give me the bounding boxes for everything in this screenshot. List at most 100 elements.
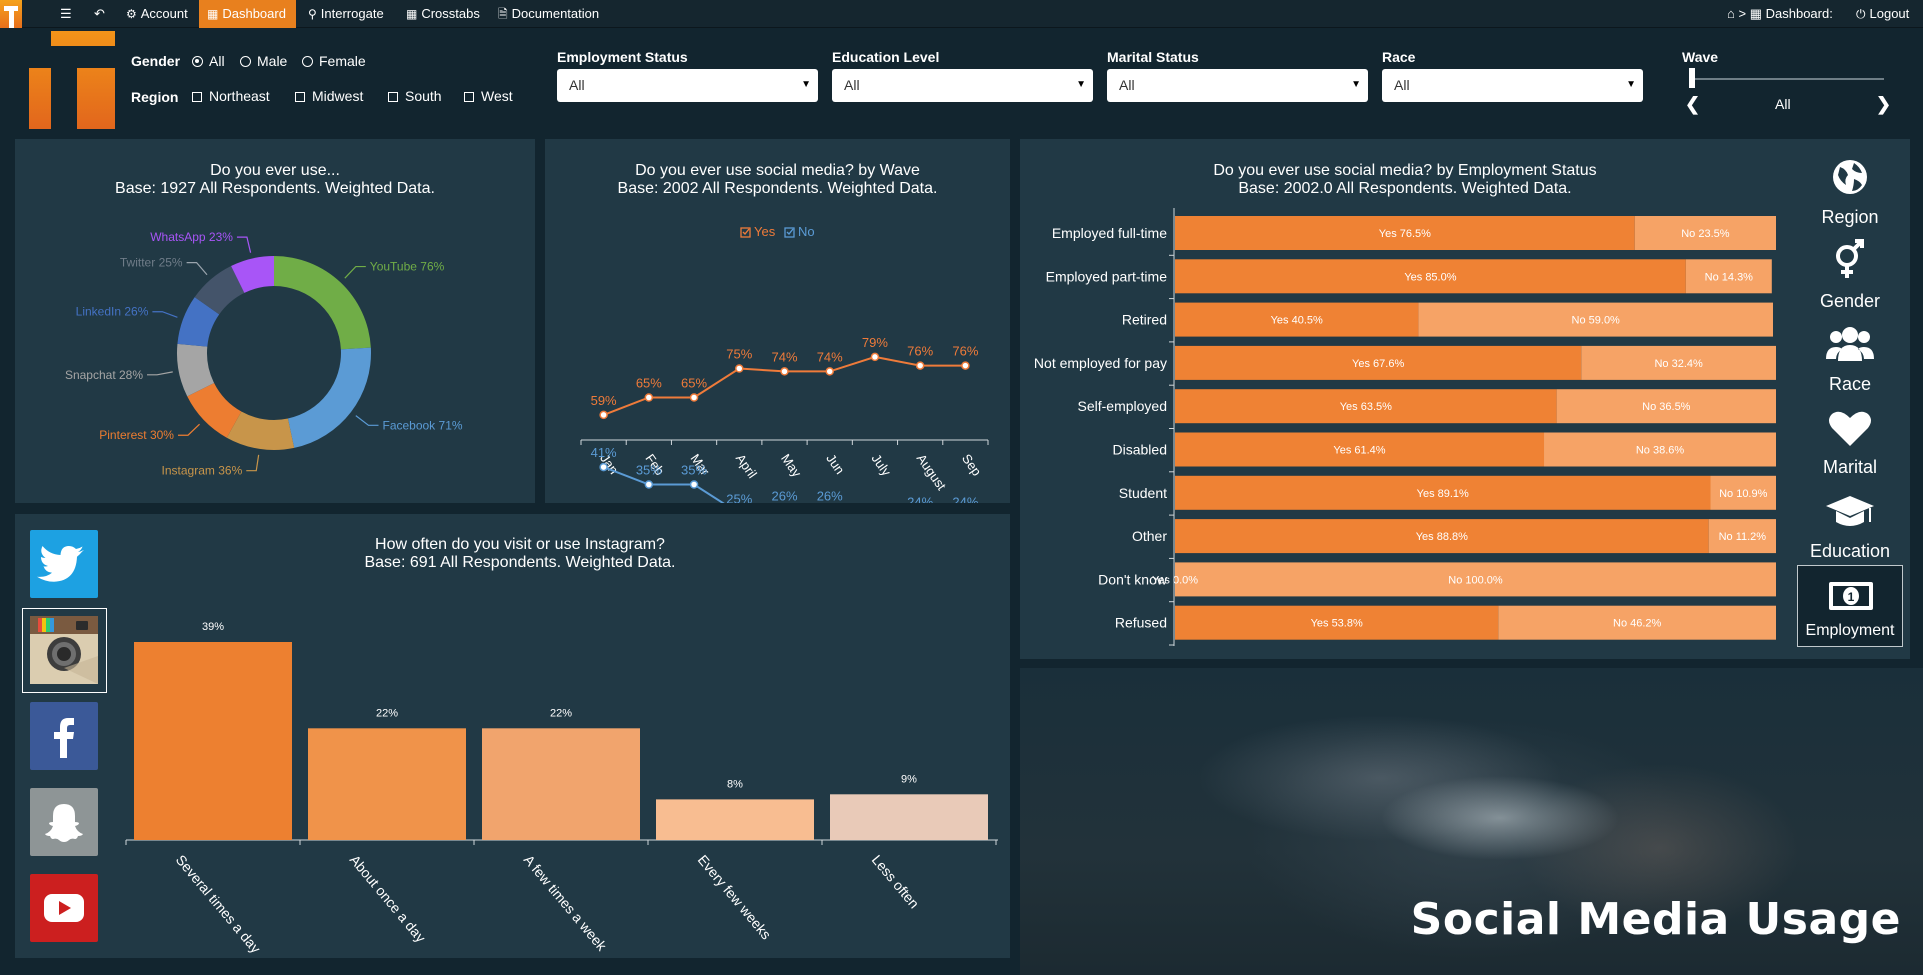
- menu-button[interactable]: ☰: [52, 0, 80, 28]
- bar-no-label: No 23.5%: [1681, 228, 1730, 240]
- bar-label: 39%: [202, 621, 224, 633]
- donut-title: Do you ever use...: [210, 162, 340, 179]
- nav-interrogate[interactable]: ⚲ Interrogate: [308, 6, 384, 21]
- x-tick-label: About once a day: [347, 852, 429, 946]
- bar-yes-label: Yes 88.8%: [1416, 531, 1468, 543]
- point-label-yes: 74%: [771, 349, 797, 364]
- side-marital-label: Marital: [1822, 457, 1877, 477]
- gender-female-radio[interactable]: Female: [302, 53, 366, 69]
- region-northeast-checkbox[interactable]: Northeast: [192, 88, 270, 104]
- side-marital-button[interactable]: Marital: [1797, 402, 1903, 484]
- x-tick-label: A few times a week: [521, 852, 611, 955]
- bar-yes-label: Yes 53.8%: [1311, 618, 1363, 630]
- point-label-no: 35%: [636, 463, 662, 478]
- wave-next-button[interactable]: ❯: [1876, 94, 1891, 115]
- bar: [308, 728, 466, 840]
- gender-label: Gender: [131, 53, 181, 69]
- snapchat-icon: [45, 804, 83, 842]
- gender-male-radio[interactable]: Male: [240, 53, 287, 69]
- facebook-button[interactable]: [30, 702, 98, 770]
- legend-check-no: [786, 228, 794, 236]
- x-tick-label: Jun: [823, 451, 847, 477]
- bar-no: [1498, 605, 1776, 640]
- checkbox-icon: [192, 92, 202, 102]
- legend-box-no: [784, 227, 795, 238]
- nav-crosstabs[interactable]: ▦ Crosstabs: [406, 6, 480, 21]
- bar-no-label: No 100.0%: [1448, 574, 1503, 586]
- point-label-yes: 59%: [591, 393, 617, 408]
- region-west-checkbox[interactable]: West: [464, 88, 513, 104]
- bar-yes-label: Yes 63.5%: [1340, 401, 1392, 413]
- instagram-button-selected-frame[interactable]: [22, 608, 107, 693]
- donut-slice-pinterest: [187, 382, 242, 438]
- checkbox-icon: [388, 92, 398, 102]
- youtube-icon: [44, 894, 84, 922]
- nav-documentation[interactable]: 🗎 Documentation: [498, 6, 600, 21]
- bar-yes-label: Yes 40.5%: [1271, 315, 1323, 327]
- snapchat-button[interactable]: [30, 788, 98, 856]
- app-logo[interactable]: [0, 0, 22, 28]
- checkbox-icon: [295, 92, 305, 102]
- employment-status-select[interactable]: All ▼: [557, 69, 818, 102]
- bar: [134, 642, 292, 840]
- point-yes: [599, 410, 608, 420]
- bar-yes-label: Yes 61.4%: [1333, 445, 1385, 457]
- bar-no-label: No 38.6%: [1636, 445, 1685, 457]
- x-tick-label: April: [733, 451, 760, 481]
- twitter-button[interactable]: [30, 530, 98, 598]
- marital-status-select[interactable]: All ▼: [1107, 69, 1368, 102]
- side-gender-button[interactable]: Gender: [1797, 236, 1903, 318]
- side-employment-button[interactable]: 1 Employment: [1797, 565, 1903, 647]
- radio-icon: [302, 56, 313, 67]
- gears-icon: ⚙: [126, 7, 137, 21]
- race-select[interactable]: All ▼: [1382, 69, 1643, 102]
- globe-icon: [1833, 160, 1867, 194]
- bar-yes: [1175, 605, 1499, 640]
- employment-status-label: Employment Status: [557, 49, 688, 65]
- heart-icon: [1829, 411, 1871, 446]
- region-midwest-checkbox[interactable]: Midwest: [295, 88, 363, 104]
- wave-label: Wave: [1682, 49, 1719, 65]
- donut-label-whatsapp: WhatsApp 23%: [150, 230, 233, 244]
- nav-dashboard[interactable]: ▦ Dashboard: [199, 0, 296, 28]
- wave-slider-handle[interactable]: [1689, 68, 1695, 88]
- donut-leader-snapchat: [147, 371, 173, 376]
- point-yes: [915, 361, 925, 370]
- instagram-button[interactable]: [30, 616, 98, 684]
- bar-yes-label: Yes 0.0%: [1152, 574, 1198, 586]
- donut-label-linkedin: LinkedIn 26%: [76, 305, 149, 319]
- bar-no: [1418, 302, 1773, 337]
- race-label: Race: [1382, 49, 1416, 65]
- side-race-button[interactable]: Race: [1797, 319, 1903, 401]
- series-line-no: [603, 466, 725, 503]
- nav-account[interactable]: ⚙ Account: [126, 6, 188, 21]
- logout-button[interactable]: ⏻ Logout: [1856, 6, 1910, 21]
- svg-text:1: 1: [1848, 590, 1855, 604]
- point-label-no: 26%: [771, 489, 797, 503]
- donut-slice-linkedin: [177, 297, 220, 347]
- undo-icon: ↶: [94, 6, 105, 21]
- education-level-select[interactable]: All ▼: [832, 69, 1093, 102]
- instagram-bar-chart: 39% Several times a day 22% About once a da…: [125, 621, 998, 956]
- side-region-button[interactable]: Region: [1797, 152, 1903, 234]
- side-education-button[interactable]: Education: [1797, 486, 1903, 568]
- legend-label-yes: Yes: [754, 224, 776, 239]
- bar: [830, 794, 988, 840]
- undo-button[interactable]: ↶: [86, 0, 113, 28]
- x-tick-label: Sep: [959, 451, 985, 479]
- gender-all-radio[interactable]: All: [192, 53, 225, 69]
- breadcrumb[interactable]: ⌂ > ▦ Dashboard:: [1727, 6, 1833, 21]
- region-south-checkbox[interactable]: South: [388, 88, 442, 104]
- point-yes: [780, 367, 789, 376]
- donut-subtitle: Base: 1927 All Respondents. Weighted Dat…: [115, 180, 435, 197]
- x-tick-label: Less often: [869, 852, 923, 912]
- wave-prev-button[interactable]: ❮: [1685, 94, 1700, 115]
- wave-slider-track[interactable]: [1690, 78, 1884, 80]
- instagram-icon: [30, 616, 98, 684]
- youtube-button[interactable]: [30, 874, 98, 942]
- donut-label-pinterest: Pinterest 30%: [99, 428, 174, 442]
- checkbox-icon: [464, 92, 474, 102]
- bar-chart-icon: ▦: [207, 7, 219, 21]
- wave-panel: Do you ever use social media? by Wave Ba…: [545, 139, 1010, 503]
- side-employment-label: Employment: [1805, 622, 1895, 639]
